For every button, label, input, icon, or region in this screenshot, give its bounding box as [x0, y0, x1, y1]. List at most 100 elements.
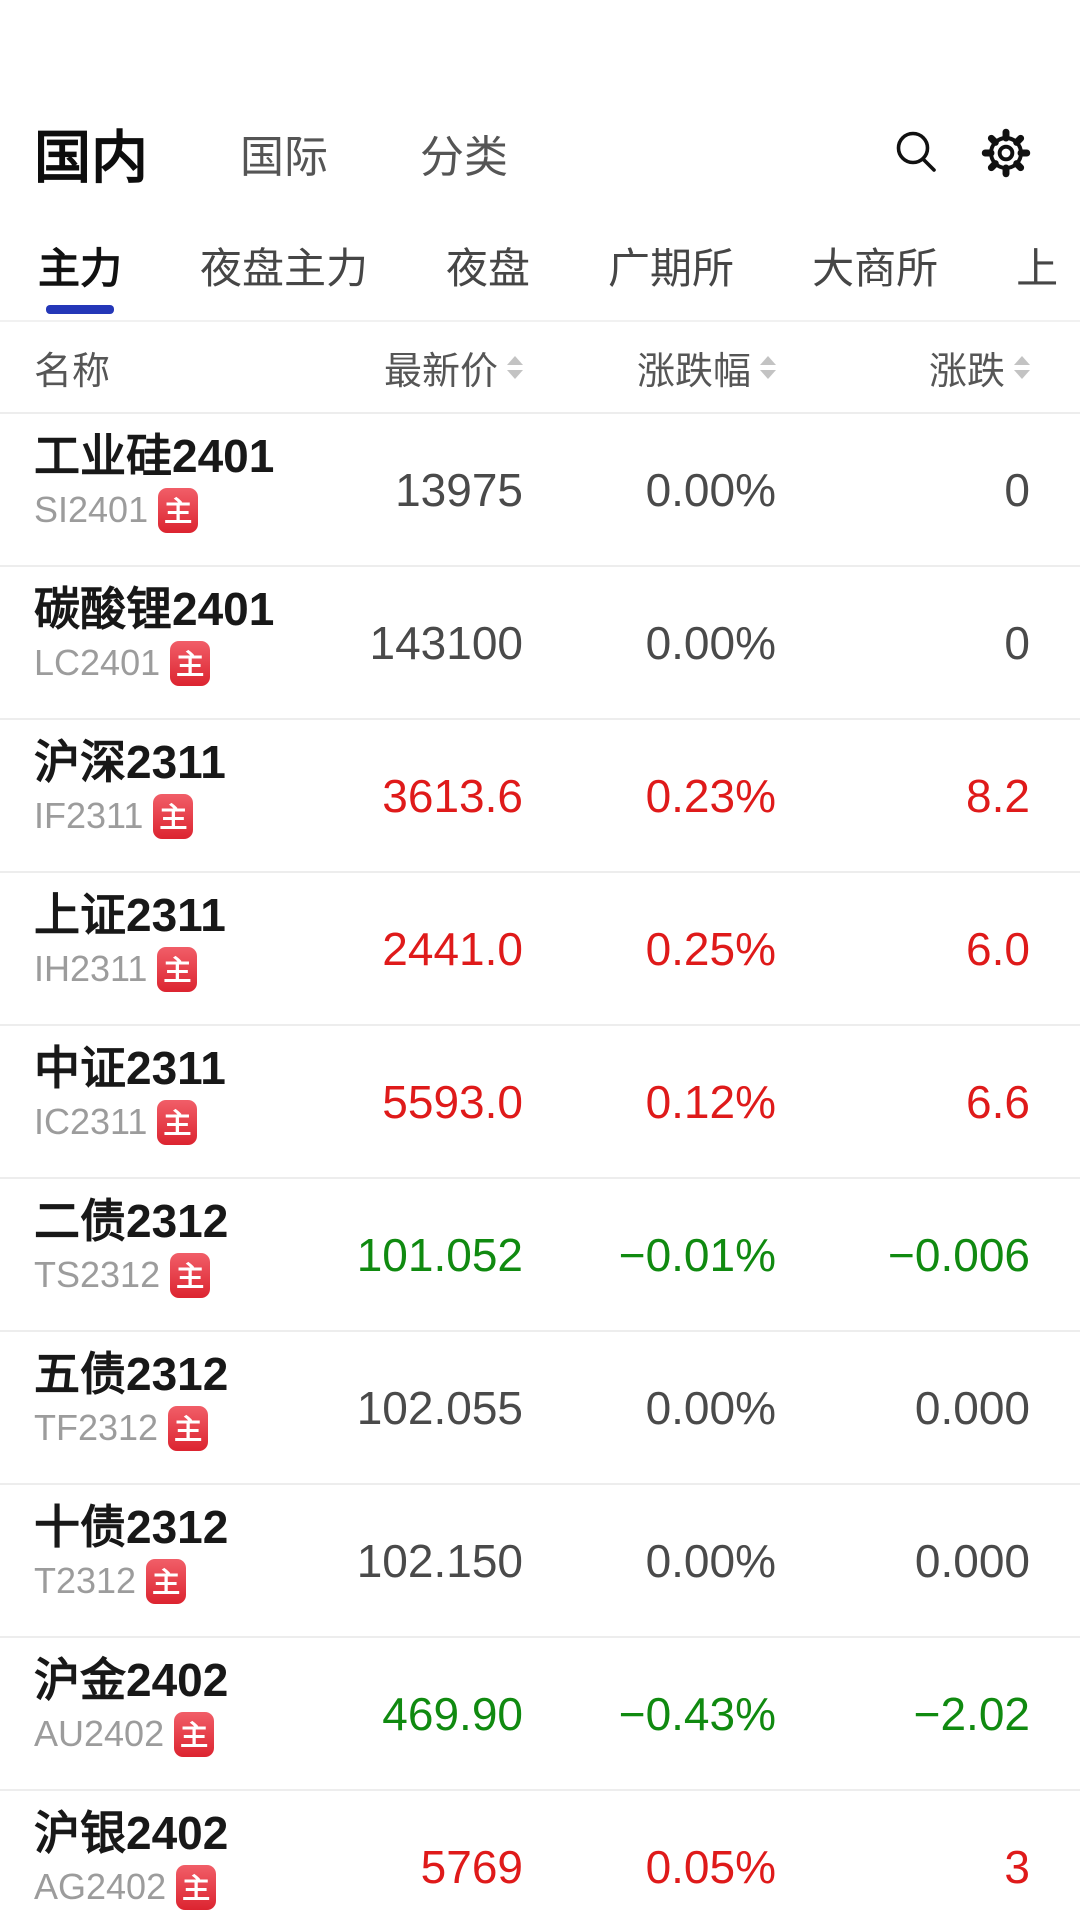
contract-name: 中证2311: [34, 1042, 226, 1094]
column-header-price[interactable]: 最新价: [333, 340, 523, 395]
contract-name: 十债2312: [34, 1501, 229, 1553]
tab-label: 大商所: [812, 244, 939, 292]
change-percent: −0.01%: [618, 1228, 776, 1281]
change-percent: 0.05%: [645, 1840, 776, 1893]
table-row[interactable]: 中证2311 IC2311 主 5593.0 0.12% 6.6: [0, 1026, 1080, 1179]
nav-item-1[interactable]: 国际: [240, 133, 328, 182]
column-header-chg[interactable]: 涨跌: [776, 340, 1030, 395]
change-value: 8.2: [966, 769, 1030, 822]
main-contract-badge: 主: [153, 793, 194, 839]
change-value: 3: [1004, 1840, 1030, 1893]
last-price: 102.055: [356, 1381, 523, 1434]
contract-cell: 工业硅2401 SI2401 主: [34, 414, 333, 565]
contract-code-line: LC2401 主: [34, 640, 333, 686]
nav-item-0[interactable]: 国内: [34, 126, 148, 190]
column-header-name-label: 名称: [34, 350, 111, 393]
table-row[interactable]: 沪银2402 AG2402 主 5769 0.05% 3: [0, 1791, 1080, 1920]
last-price: 102.150: [356, 1534, 523, 1587]
contract-code-line: SI2401 主: [34, 487, 333, 533]
change-percent: 0.00%: [645, 463, 776, 516]
contract-name: 沪深2311: [34, 736, 226, 788]
contract-name: 工业硅2401: [34, 430, 275, 482]
tab-label: 广期所: [608, 244, 735, 292]
contract-cell: 碳酸锂2401 LC2401 主: [34, 567, 333, 718]
contract-code: TF2312: [34, 1407, 159, 1448]
main-contract-badge: 主: [146, 1558, 187, 1604]
change-value: 0.000: [914, 1534, 1030, 1587]
change-value: −0.006: [888, 1228, 1030, 1281]
main-contract-badge: 主: [174, 1711, 215, 1757]
contract-cell: 十债2312 T2312 主: [34, 1485, 333, 1636]
settings-gear-icon[interactable]: [976, 123, 1036, 183]
column-header-price-label: 最新价: [383, 350, 498, 393]
table-row[interactable]: 沪深2311 IF2311 主 3613.6 0.23% 8.2: [0, 720, 1080, 873]
change-value: 6.6: [966, 1075, 1030, 1128]
main-contract-badge: 主: [157, 1099, 198, 1145]
tab-label: 夜盘主力: [200, 244, 369, 292]
table-row[interactable]: 工业硅2401 SI2401 主 13975 0.00% 0: [0, 414, 1080, 567]
tab-3[interactable]: 广期所: [608, 210, 734, 320]
contract-cell: 五债2312 TF2312 主: [34, 1332, 333, 1483]
column-header-chg-label: 涨跌: [928, 350, 1005, 393]
contract-code-line: IC2311 主: [34, 1099, 333, 1145]
contract-name: 上证2311: [34, 889, 226, 941]
column-header-pct[interactable]: 涨跌幅: [523, 340, 776, 395]
main-contract-badge: 主: [157, 946, 198, 992]
change-value: 0.000: [914, 1381, 1030, 1434]
change-percent: 0.00%: [645, 1381, 776, 1434]
main-contract-badge: 主: [170, 640, 211, 686]
contract-code: IC2311: [34, 1101, 148, 1142]
tab-4[interactable]: 大商所: [812, 210, 938, 320]
contract-code-line: TF2312 主: [34, 1405, 333, 1451]
table-row[interactable]: 沪金2402 AU2402 主 469.90 −0.43% −2.02: [0, 1638, 1080, 1791]
contract-code-line: IH2311 主: [34, 946, 333, 992]
contract-code: IF2311: [34, 795, 144, 836]
nav-icons: [890, 123, 1036, 183]
table-row[interactable]: 五债2312 TF2312 主 102.055 0.00% 0.000: [0, 1332, 1080, 1485]
tab-label: 主力: [38, 244, 123, 292]
change-value: 6.0: [966, 922, 1030, 975]
search-icon[interactable]: [890, 126, 944, 180]
change-percent: 0.12%: [645, 1075, 776, 1128]
tab-2[interactable]: 夜盘: [446, 210, 530, 320]
column-header-name[interactable]: 名称: [34, 340, 333, 395]
nav-item-2[interactable]: 分类: [420, 133, 508, 182]
top-nav: 国内 国际 分类: [0, 0, 1080, 210]
exchange-tabs: 主力 夜盘主力 夜盘 广期所 大商所 上: [0, 210, 1080, 322]
change-percent: 0.00%: [645, 616, 776, 669]
change-percent: 0.00%: [645, 1534, 776, 1587]
main-contract-badge: 主: [170, 1252, 211, 1298]
change-value: −2.02: [913, 1687, 1030, 1740]
last-price: 13975: [395, 463, 523, 516]
tab-label: 夜盘: [446, 244, 531, 292]
table-row[interactable]: 碳酸锂2401 LC2401 主 143100 0.00% 0: [0, 567, 1080, 720]
contract-cell: 上证2311 IH2311 主: [34, 873, 333, 1024]
contract-code: T2312: [34, 1560, 137, 1601]
contract-code: SI2401: [34, 489, 149, 530]
contract-cell: 沪银2402 AG2402 主: [34, 1791, 333, 1920]
contract-cell: 二债2312 TS2312 主: [34, 1179, 333, 1330]
last-price: 469.90: [382, 1687, 523, 1740]
contract-name: 二债2312: [34, 1195, 229, 1247]
contract-cell: 沪深2311 IF2311 主: [34, 720, 333, 871]
last-price: 143100: [369, 616, 524, 669]
contract-cell: 中证2311 IC2311 主: [34, 1026, 333, 1177]
table-row[interactable]: 十债2312 T2312 主 102.150 0.00% 0.000: [0, 1485, 1080, 1638]
contract-code-line: AU2402 主: [34, 1711, 333, 1757]
tab-1[interactable]: 夜盘主力: [200, 210, 368, 320]
main-contract-badge: 主: [176, 1864, 217, 1910]
table-row[interactable]: 二债2312 TS2312 主 101.052 −0.01% −0.006: [0, 1179, 1080, 1332]
change-percent: 0.23%: [645, 769, 776, 822]
sort-arrows-icon: [1014, 355, 1030, 379]
tab-0[interactable]: 主力: [38, 210, 122, 320]
column-header-pct-label: 涨跌幅: [636, 350, 751, 393]
main-contract-badge: 主: [158, 487, 199, 533]
tab-label: 上: [1016, 244, 1059, 292]
contract-code: AG2402: [34, 1866, 167, 1907]
table-row[interactable]: 上证2311 IH2311 主 2441.0 0.25% 6.0: [0, 873, 1080, 1026]
market-nav: 国内 国际 分类: [34, 112, 508, 194]
contract-name: 沪银2402: [34, 1807, 229, 1859]
change-value: 0: [1004, 616, 1030, 669]
tab-5[interactable]: 上: [1016, 210, 1058, 320]
